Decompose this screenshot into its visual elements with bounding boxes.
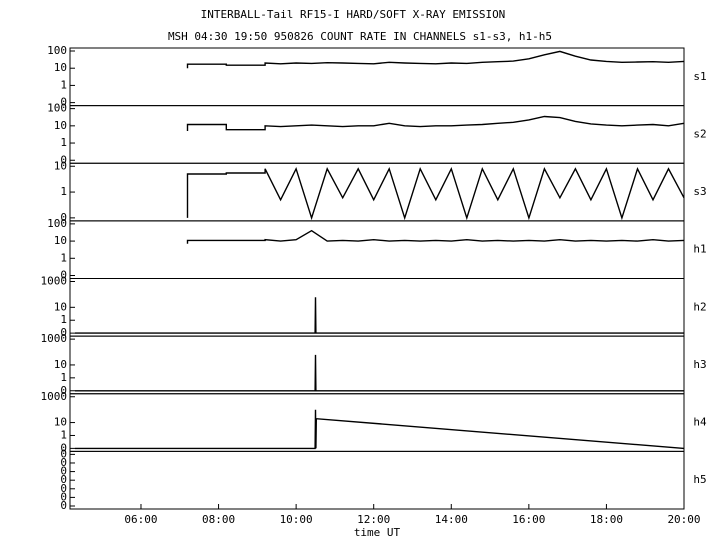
x-tick-label: 18:00 <box>590 513 623 526</box>
panel-label: s3 <box>693 185 706 198</box>
y-tick-label: 0 <box>60 473 67 486</box>
data-line <box>75 297 684 334</box>
panel-label: h4 <box>693 416 707 429</box>
x-tick-label: 06:00 <box>124 513 157 526</box>
y-tick-label: 10 <box>54 358 67 371</box>
y-tick-label: 1 <box>60 428 67 441</box>
x-tick-label: 14:00 <box>435 513 468 526</box>
x-axis-label: time UT <box>354 526 401 539</box>
data-line <box>186 50 685 69</box>
panel-label: h1 <box>693 243 706 256</box>
y-tick-label: 1 <box>60 371 67 384</box>
y-tick-label: 1 <box>60 136 67 149</box>
y-tick-label: 100 <box>47 102 67 115</box>
y-tick-label: 100 <box>47 44 67 57</box>
panel-label: s1 <box>693 70 706 83</box>
y-tick-label: 0 <box>60 326 67 339</box>
x-tick-label: 10:00 <box>280 513 313 526</box>
x-tick-label: 12:00 <box>357 513 390 526</box>
y-tick-label: 0 <box>60 384 67 397</box>
y-tick-label: 0 <box>60 269 67 282</box>
data-line <box>186 166 685 221</box>
y-tick-label: 10 <box>54 119 67 132</box>
data-line <box>75 354 684 392</box>
y-tick-label: 0 <box>60 441 67 454</box>
y-tick-label: 0 <box>60 490 67 503</box>
y-tick-label: 10 <box>54 300 67 313</box>
panel-label: h3 <box>693 358 706 371</box>
y-tick-label: 1000 <box>41 390 68 403</box>
panel-label: h5 <box>693 473 706 486</box>
y-tick-label: 0 <box>60 456 67 469</box>
y-tick-label: 100 <box>47 217 67 230</box>
y-tick-label: 1 <box>60 78 67 91</box>
y-tick-label: 0 <box>60 499 67 512</box>
y-tick-label: 0 <box>60 153 67 166</box>
y-tick-label: 1 <box>60 185 67 198</box>
y-tick-label: 1000 <box>41 275 68 288</box>
data-line <box>186 229 685 244</box>
data-line <box>75 409 685 450</box>
y-tick-label: 0 <box>60 96 67 109</box>
y-tick-label: 0 <box>60 447 67 460</box>
y-tick-label: 1 <box>60 251 67 264</box>
x-tick-label: 16:00 <box>512 513 545 526</box>
panel-label: h2 <box>693 300 706 313</box>
x-tick-label: 08:00 <box>202 513 235 526</box>
y-tick-label: 0 <box>60 482 67 495</box>
x-tick-label: 20:00 <box>667 513 700 526</box>
y-tick-label: 10 <box>54 234 67 247</box>
chart-title: INTERBALL-Tail RF15-I HARD/SOFT X-RAY EM… <box>201 8 506 21</box>
y-tick-label: 0 <box>60 465 67 478</box>
y-tick-label: 1000 <box>41 332 68 345</box>
y-tick-label: 0 <box>60 211 67 224</box>
panel-label: s2 <box>693 127 706 140</box>
data-line <box>186 115 685 131</box>
y-tick-label: 10 <box>54 61 67 74</box>
y-tick-label: 10 <box>54 159 67 172</box>
y-tick-label: 1 <box>60 313 67 326</box>
y-tick-label: 10 <box>54 416 67 429</box>
chart-subtitle: MSH 04:30 19:50 950826 COUNT RATE IN CHA… <box>168 30 552 43</box>
